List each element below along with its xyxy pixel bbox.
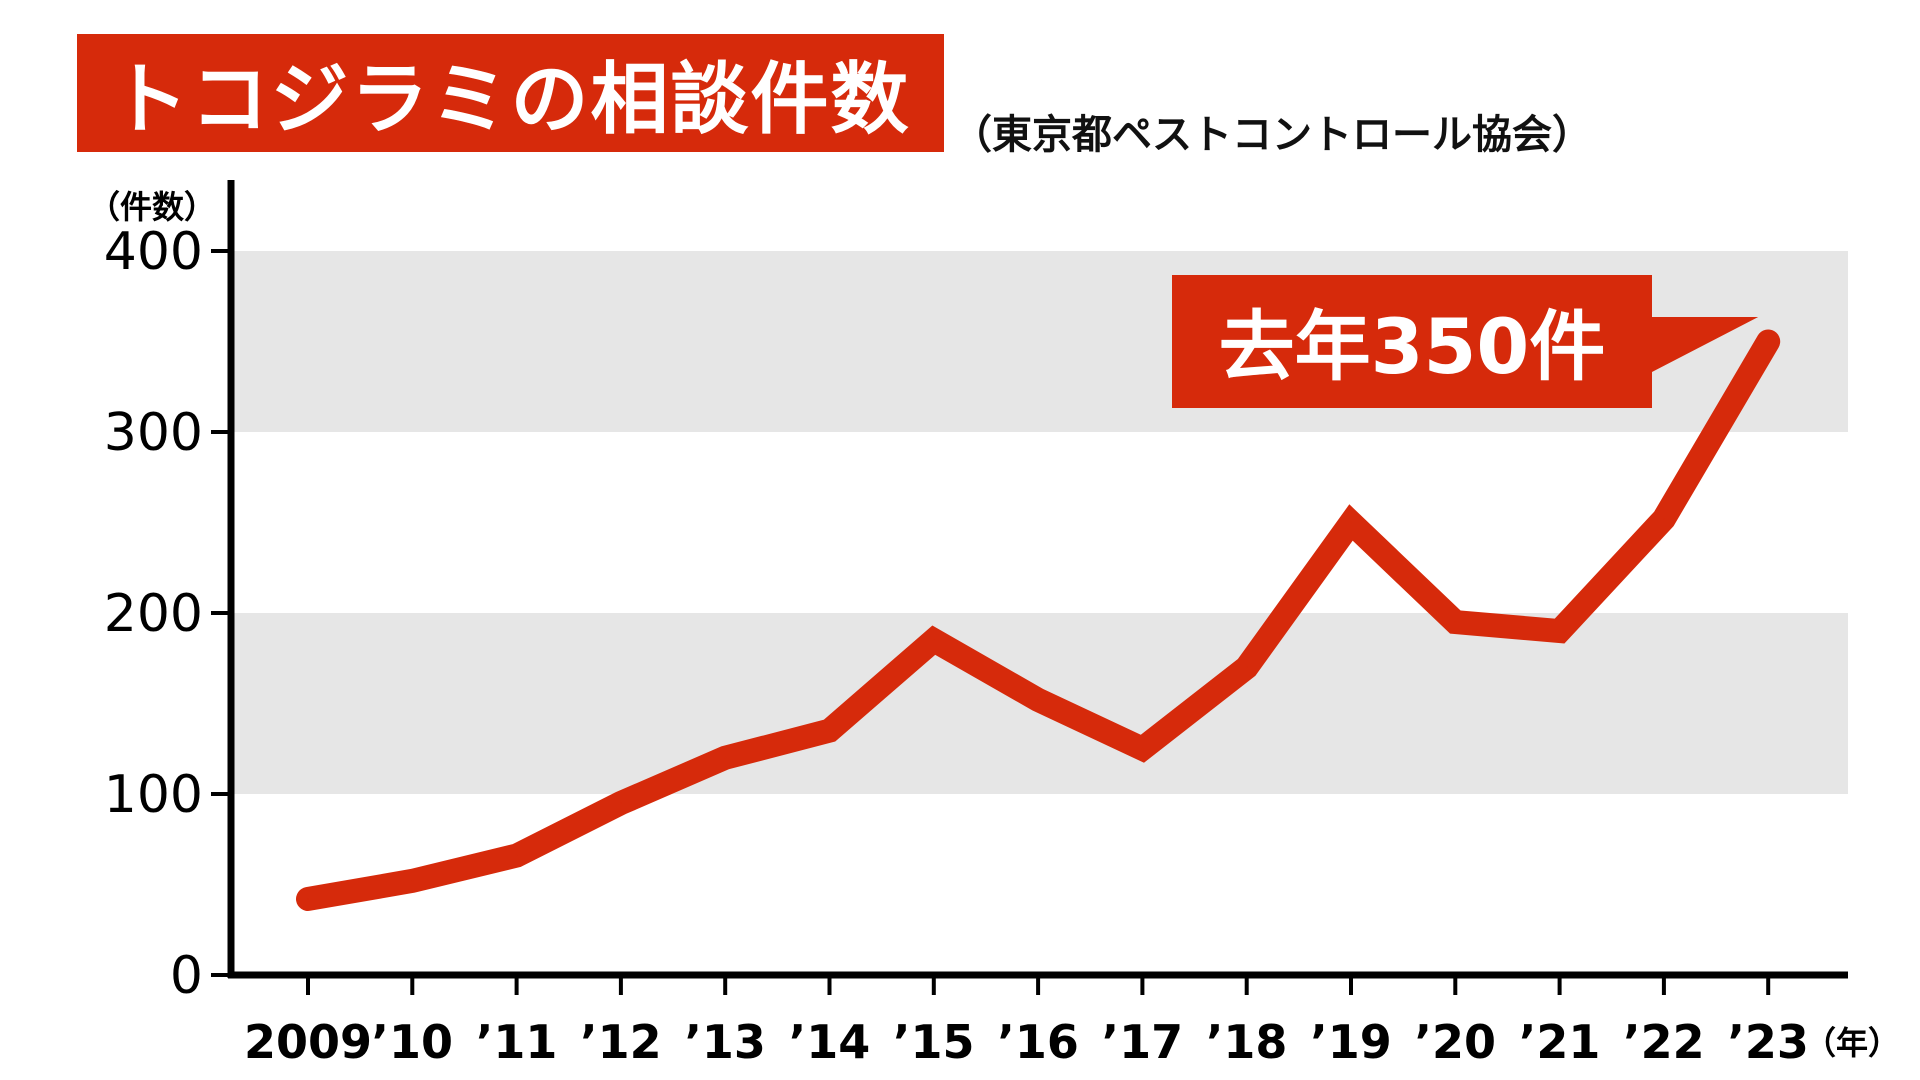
x-tick-label: ’13	[684, 1015, 766, 1069]
data-point	[1141, 747, 1144, 750]
x-tick-label: ’21	[1519, 1015, 1601, 1069]
data-point	[411, 879, 414, 882]
x-axis-ticks: 2009’10 ’11 ’12 ’13 ’14 ’15 ’16 ’17 ’18 ’19 ’20 ’21…	[244, 975, 1809, 1069]
data-point	[515, 854, 518, 857]
series-layer	[296, 329, 1781, 911]
chart-title: トコジラミの相談件数	[77, 34, 944, 152]
x-tick-label: ’12	[580, 1015, 662, 1069]
data-point	[1558, 630, 1561, 633]
x-axis-label: （年）	[1804, 1024, 1900, 1062]
x-tick-label: ’22	[1623, 1015, 1705, 1069]
x-tick-label: ’16	[997, 1015, 1079, 1069]
chart-source: （東京都ペストコントロール協会）	[952, 112, 1592, 158]
data-point	[1454, 621, 1457, 624]
y-tick-label: 300	[104, 403, 203, 463]
x-tick-label: ’10	[372, 1015, 454, 1069]
y-tick-label: 400	[104, 222, 203, 282]
data-point	[1662, 517, 1665, 520]
x-tick-label: ’15	[893, 1015, 975, 1069]
data-point	[828, 729, 831, 732]
x-tick-label: ’14	[789, 1015, 871, 1069]
y-axis-label: （件数）	[88, 188, 216, 226]
data-point	[1767, 340, 1770, 343]
data-point	[724, 756, 727, 759]
data-point	[1037, 698, 1040, 701]
x-tick-label: ’17	[1102, 1015, 1184, 1069]
data-point	[307, 897, 309, 900]
annotation-pointer	[1650, 317, 1759, 373]
data-point	[619, 802, 622, 805]
x-tick-label: ’18	[1206, 1015, 1288, 1069]
annotation-text: 去年350件	[1219, 302, 1606, 391]
y-tick-label: 200	[104, 584, 203, 644]
x-tick-label: ’11	[476, 1015, 558, 1069]
x-tick-label: ’19	[1310, 1015, 1392, 1069]
x-tick-label: ’23	[1727, 1015, 1809, 1069]
y-axis-ticks: 0 100 200 300 400	[104, 222, 231, 1006]
axes	[227, 180, 1848, 979]
x-tick-label: ’20	[1415, 1015, 1497, 1069]
annotation-callout: 去年350件	[1172, 275, 1759, 408]
data-point	[1245, 666, 1248, 669]
data-point	[932, 639, 935, 642]
annotation-box	[1172, 275, 1652, 408]
y-tick-label: 100	[104, 765, 203, 825]
data-point	[1350, 521, 1352, 524]
x-tick-label: 2009	[244, 1015, 372, 1069]
y-tick-label: 0	[170, 946, 203, 1006]
